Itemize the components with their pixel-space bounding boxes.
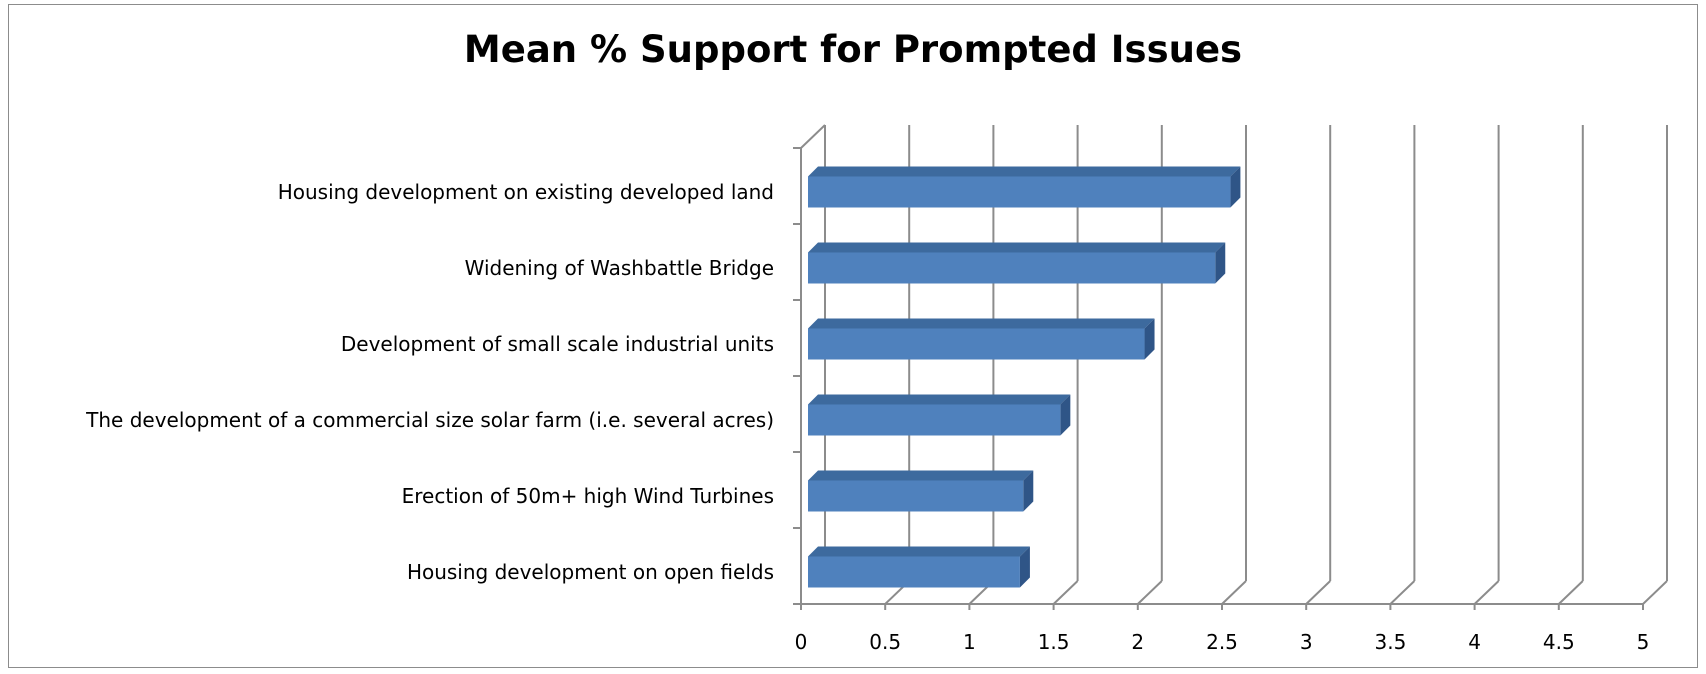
gridline-floor (1137, 580, 1163, 605)
bar-side (1023, 470, 1034, 512)
x-tick-label: 1 (963, 630, 976, 654)
bar-side (1144, 318, 1155, 360)
axis-top-connector (800, 124, 826, 149)
category-label: Widening of Washbattle Bridge (465, 256, 774, 280)
bar (808, 318, 1155, 360)
gridline-floor (1642, 580, 1668, 605)
category-label: Development of small scale industrial un… (341, 332, 774, 356)
x-tick-label: 4 (1468, 630, 1481, 654)
category-label: Housing development on existing develope… (278, 180, 774, 204)
x-tick-label: 5 (1637, 630, 1650, 654)
x-tick-label: 4.5 (1543, 630, 1575, 654)
bar (808, 242, 1226, 284)
gridline-floor (1221, 580, 1247, 605)
bar-top (808, 166, 1241, 177)
category-label: Erection of 50m+ high Wind Turbines (402, 484, 774, 508)
x-tick-label: 3 (1300, 630, 1313, 654)
bar-side (1060, 394, 1071, 436)
bar (808, 394, 1071, 436)
gridline-floor (1305, 580, 1331, 605)
x-tick-label: 2.5 (1206, 630, 1238, 654)
bar-side (1019, 546, 1030, 588)
category-label: Housing development on open fields (407, 560, 774, 584)
x-tick-label: 0 (795, 630, 808, 654)
bar-top (808, 546, 1030, 557)
bar-top (808, 318, 1155, 329)
bar-top (808, 242, 1226, 253)
bar-front (808, 328, 1145, 360)
x-tick-label: 1.5 (1038, 630, 1070, 654)
bar-front (808, 404, 1061, 436)
bar-front (808, 176, 1231, 208)
x-tick-label: 2 (1131, 630, 1144, 654)
x-tick-label: 3.5 (1374, 630, 1406, 654)
gridline-floor (1473, 580, 1500, 605)
bar (808, 166, 1241, 208)
bar-side (1215, 242, 1226, 284)
category-labels: Housing development on existing develope… (85, 180, 774, 584)
gridline-floor (1558, 580, 1584, 605)
bars (808, 166, 1241, 588)
chart-title: Mean % Support for Prompted Issues (463, 28, 1243, 71)
bar (808, 546, 1030, 588)
bar-front (808, 252, 1216, 284)
bar-front (808, 480, 1024, 512)
bar-top (808, 394, 1071, 405)
x-tick-labels: 0 0.5 1 1.5 2 2.5 3 3.5 4 4.5 5 (795, 630, 1650, 654)
bar (808, 470, 1034, 512)
x-tick-label: 0.5 (869, 630, 901, 654)
bar-front (808, 556, 1020, 588)
category-label: The development of a commercial size sol… (85, 408, 774, 432)
gridline-floor (1052, 580, 1079, 605)
bar-side (1230, 166, 1241, 208)
bar-top (808, 470, 1034, 481)
gridline-floor (1389, 580, 1416, 605)
